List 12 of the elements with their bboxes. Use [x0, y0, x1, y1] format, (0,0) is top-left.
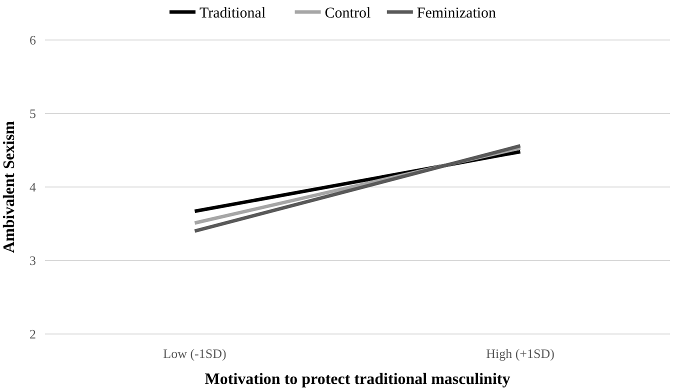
x-tick-label: High (+1SD) [486, 346, 554, 361]
y-tick-label: 5 [30, 106, 36, 122]
y-tick-label: 4 [30, 180, 36, 195]
y-axis-title: Ambivalent Sexism [1, 120, 18, 253]
x-tick-label: Low (-1SD) [163, 346, 226, 361]
x-axis-title: Motivation to protect traditional masculinity [204, 371, 510, 388]
legend-label: Traditional [200, 5, 266, 22]
y-tick-label: 2 [30, 326, 36, 342]
y-tick-label: 3 [30, 253, 36, 268]
y-tick-label: 6 [30, 32, 36, 48]
legend-label: Feminization [416, 5, 497, 22]
legend-label: Control [324, 5, 371, 22]
